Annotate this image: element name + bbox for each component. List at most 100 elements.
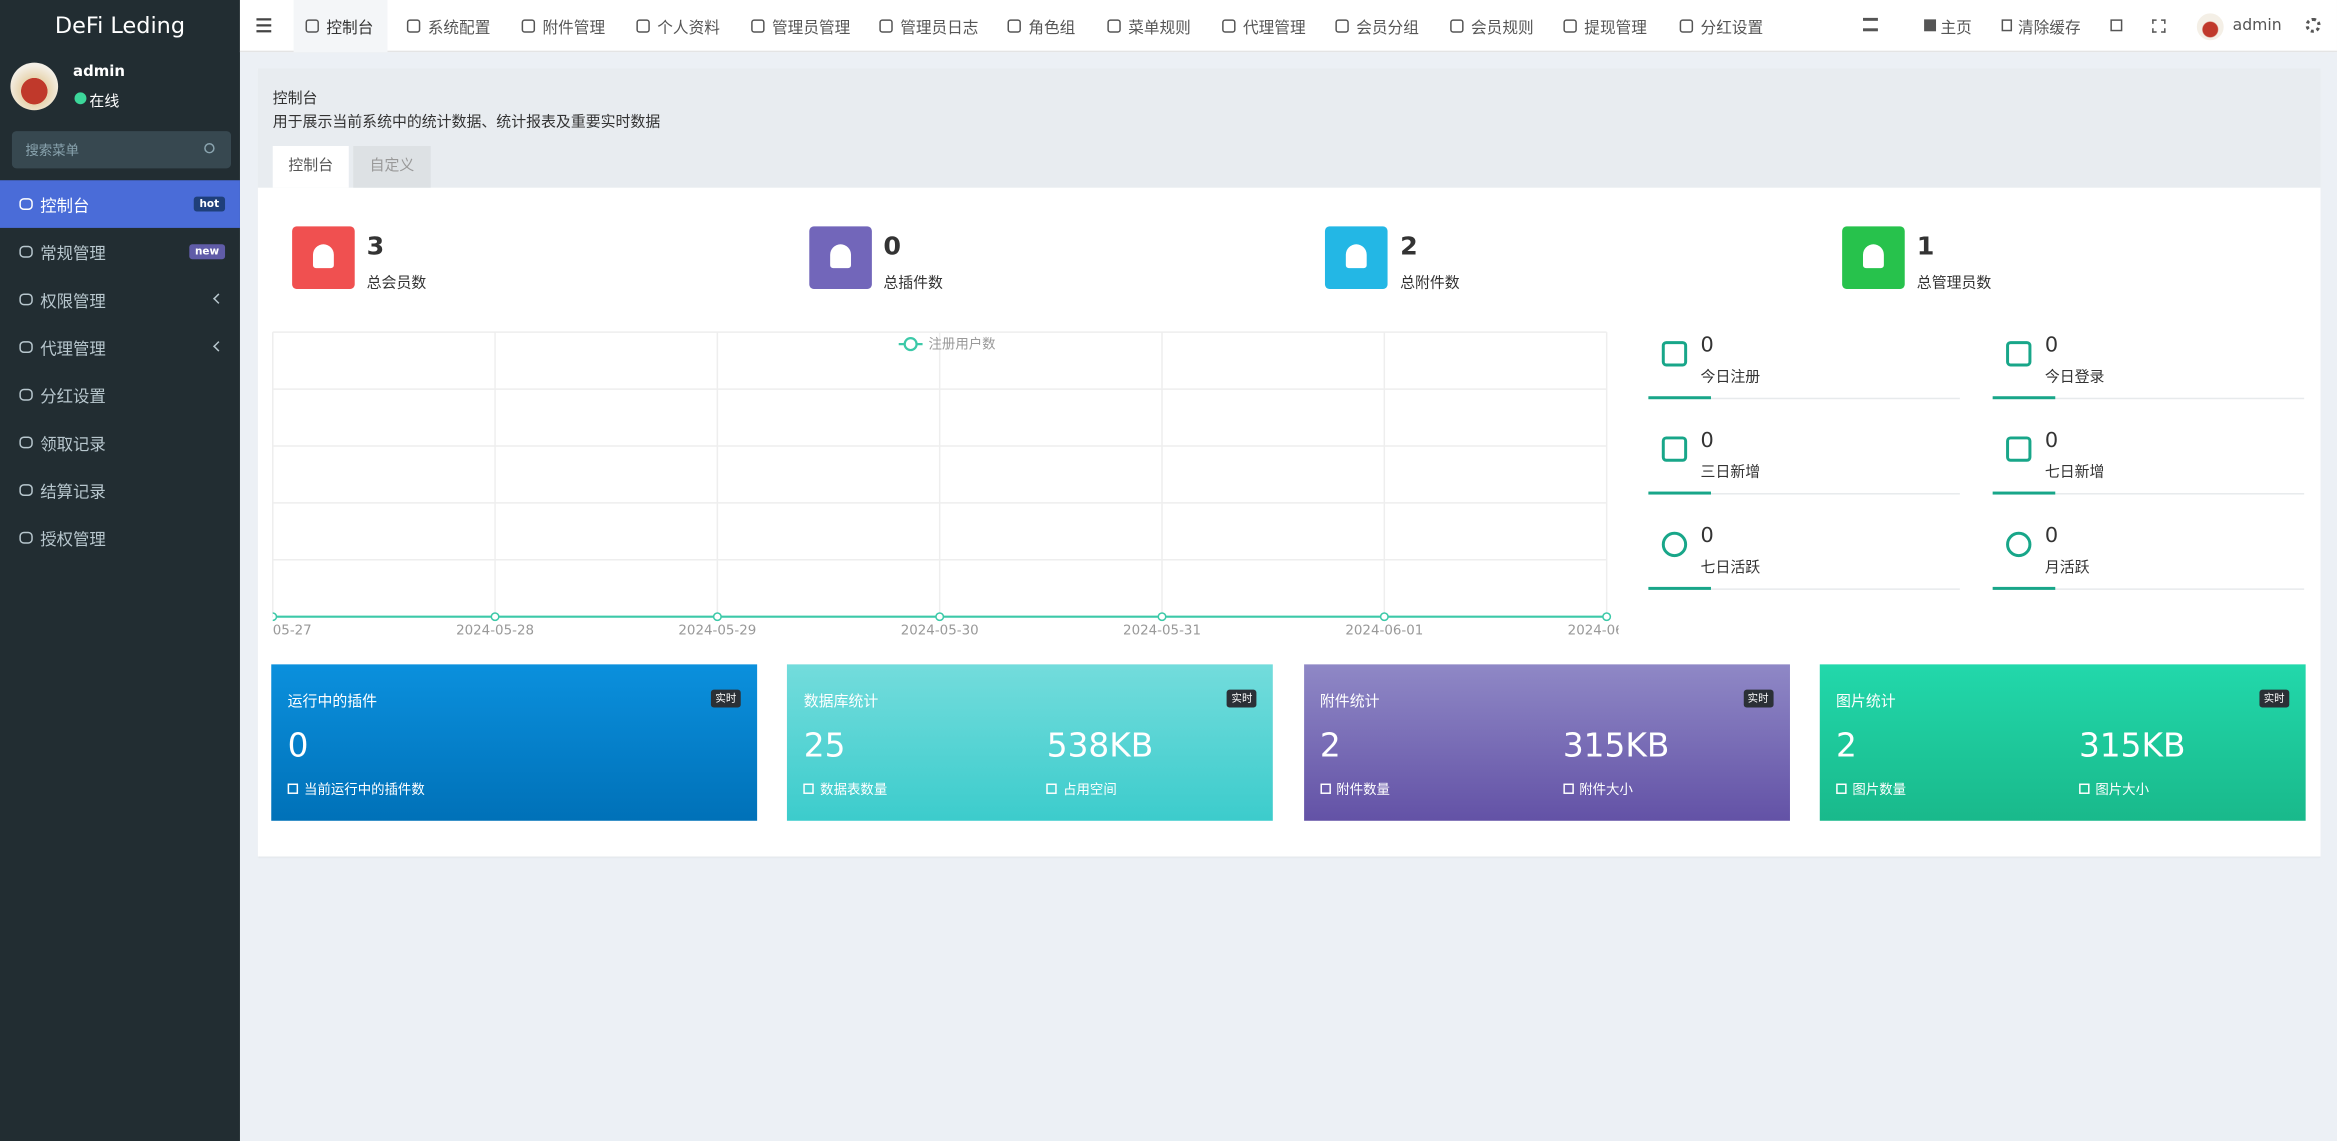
top-avatar[interactable] [2196,13,2224,41]
menu-item[interactable]: 分红设置 [0,371,240,419]
fullscreen-icon[interactable] [2152,19,2166,33]
tab[interactable]: 管理员管理 [772,19,851,38]
point [935,612,945,622]
card-item-icon [1562,783,1574,794]
tab-icon[interactable] [305,19,319,33]
tab-icon[interactable] [751,19,765,33]
menu-icon [19,198,33,211]
top-user[interactable]: admin [2232,16,2282,35]
stat-glyph [1863,244,1885,269]
legend-label: 注册用户数 [929,336,997,353]
home-icon[interactable] [1924,19,1937,32]
card-title: 数据库统计 [803,694,879,711]
settings-icon[interactable] [2305,17,2321,33]
tab[interactable]: 分红设置 [1700,19,1764,38]
tab[interactable]: 控制台 [326,19,374,38]
tab-icon[interactable] [1222,19,1236,33]
mini-icon [1661,531,1688,558]
tab[interactable]: 个人资料 [657,19,720,38]
topbar [239,0,2337,53]
tab[interactable]: 会员规则 [1471,19,1534,38]
menu-toggle[interactable] [256,18,272,33]
tab-icon[interactable] [879,19,893,33]
card-item-icon [1046,783,1058,794]
mini-value: 0 [1700,333,1714,358]
tab[interactable]: 提现管理 [1584,19,1647,38]
tab-icon[interactable] [1679,19,1694,33]
panel-tab[interactable]: 控制台 [272,145,349,188]
tab-icon[interactable] [1335,19,1349,33]
nav-icon[interactable] [1863,17,1878,32]
card-item-icon [1836,783,1847,794]
stat-value: 3 [366,232,385,263]
tab-icon[interactable] [1107,19,1121,33]
mini-accent [1648,396,1711,400]
menu-item[interactable]: 授权管理 [0,514,240,562]
brand[interactable]: DeFi Leding [54,11,186,39]
menu-label: 领取记录 [40,434,106,455]
tab[interactable]: 菜单规则 [1128,19,1191,38]
point [272,612,278,622]
menu-arrow [213,341,224,352]
clear-cache[interactable]: 清除缓存 [2018,19,2081,38]
point [1379,612,1389,622]
menu-item[interactable]: 代理管理 [0,323,240,371]
menu-item[interactable]: 权限管理 [0,276,240,324]
lang-icon[interactable] [2110,19,2123,32]
stat-label: 总管理员数 [1916,275,1992,292]
menu-item[interactable]: 控制台 hot [0,180,240,228]
mini-rule [1992,493,2305,495]
avatar [10,62,59,111]
mini-icon [1661,436,1688,462]
card-value: 315KB [1562,728,1670,766]
tab[interactable]: 代理管理 [1242,19,1306,38]
tab-icon[interactable] [636,19,650,33]
mini-label: 今日注册 [1700,369,1761,386]
tab[interactable]: 附件管理 [542,19,606,38]
mini-accent [1648,586,1711,590]
point [1157,612,1167,622]
card-badge: 实时 [2259,689,2290,708]
search-icon[interactable] [204,143,215,154]
menu-item[interactable]: 结算记录 [0,466,240,514]
stat-value: 0 [883,232,901,263]
tab[interactable]: 管理员日志 [900,19,979,38]
menu-badge: new [188,244,226,260]
home-link[interactable]: 主页 [1940,19,1972,38]
menu-item[interactable]: 常规管理 new [0,228,240,276]
mini-label: 七日活跃 [1700,560,1761,577]
panel-tab[interactable]: 自定义 [353,145,431,188]
mini-label: 今日登录 [2044,369,2105,386]
menu-item[interactable]: 领取记录 [0,419,240,467]
card-title: 附件统计 [1319,694,1380,711]
search-box[interactable] [11,131,232,169]
tab[interactable]: 会员分组 [1356,19,1419,38]
tab[interactable]: 角色组 [1028,19,1076,38]
card-item-icon [2078,783,2090,794]
cache-icon[interactable] [2001,19,2013,32]
tab-icon[interactable] [1563,19,1577,33]
stat-glyph [312,244,334,269]
chart: 2024-05-27 2024-05-28 2024-05-29 2024-05-30… [258,331,1619,639]
tab-icon[interactable] [521,19,536,33]
tab-icon[interactable] [406,19,421,33]
card-badge: 实时 [1743,689,1773,708]
mini-rule [1648,397,1960,400]
tab-icon[interactable] [1450,19,1464,33]
mini-value: 0 [2044,429,2059,453]
card-label: 附件大小 [1579,783,1633,799]
mini-rule [1648,493,1960,495]
x-tick-label: 2024-06-01 [1345,624,1423,639]
search-placeholder: 搜索菜单 [25,144,80,160]
x-tick-label: 2024-05-27 [258,624,312,639]
tab[interactable]: 系统配置 [427,19,491,38]
mini-icon [2006,531,2032,558]
panel-title: 控制台 [272,90,318,108]
stat-glyph [1346,244,1368,269]
menu-label: 常规管理 [40,244,106,264]
mini-value: 0 [1700,429,1714,453]
tab-icon[interactable] [1007,19,1021,33]
card-value: 315KB [2078,728,2186,766]
legend-marker [903,337,918,352]
